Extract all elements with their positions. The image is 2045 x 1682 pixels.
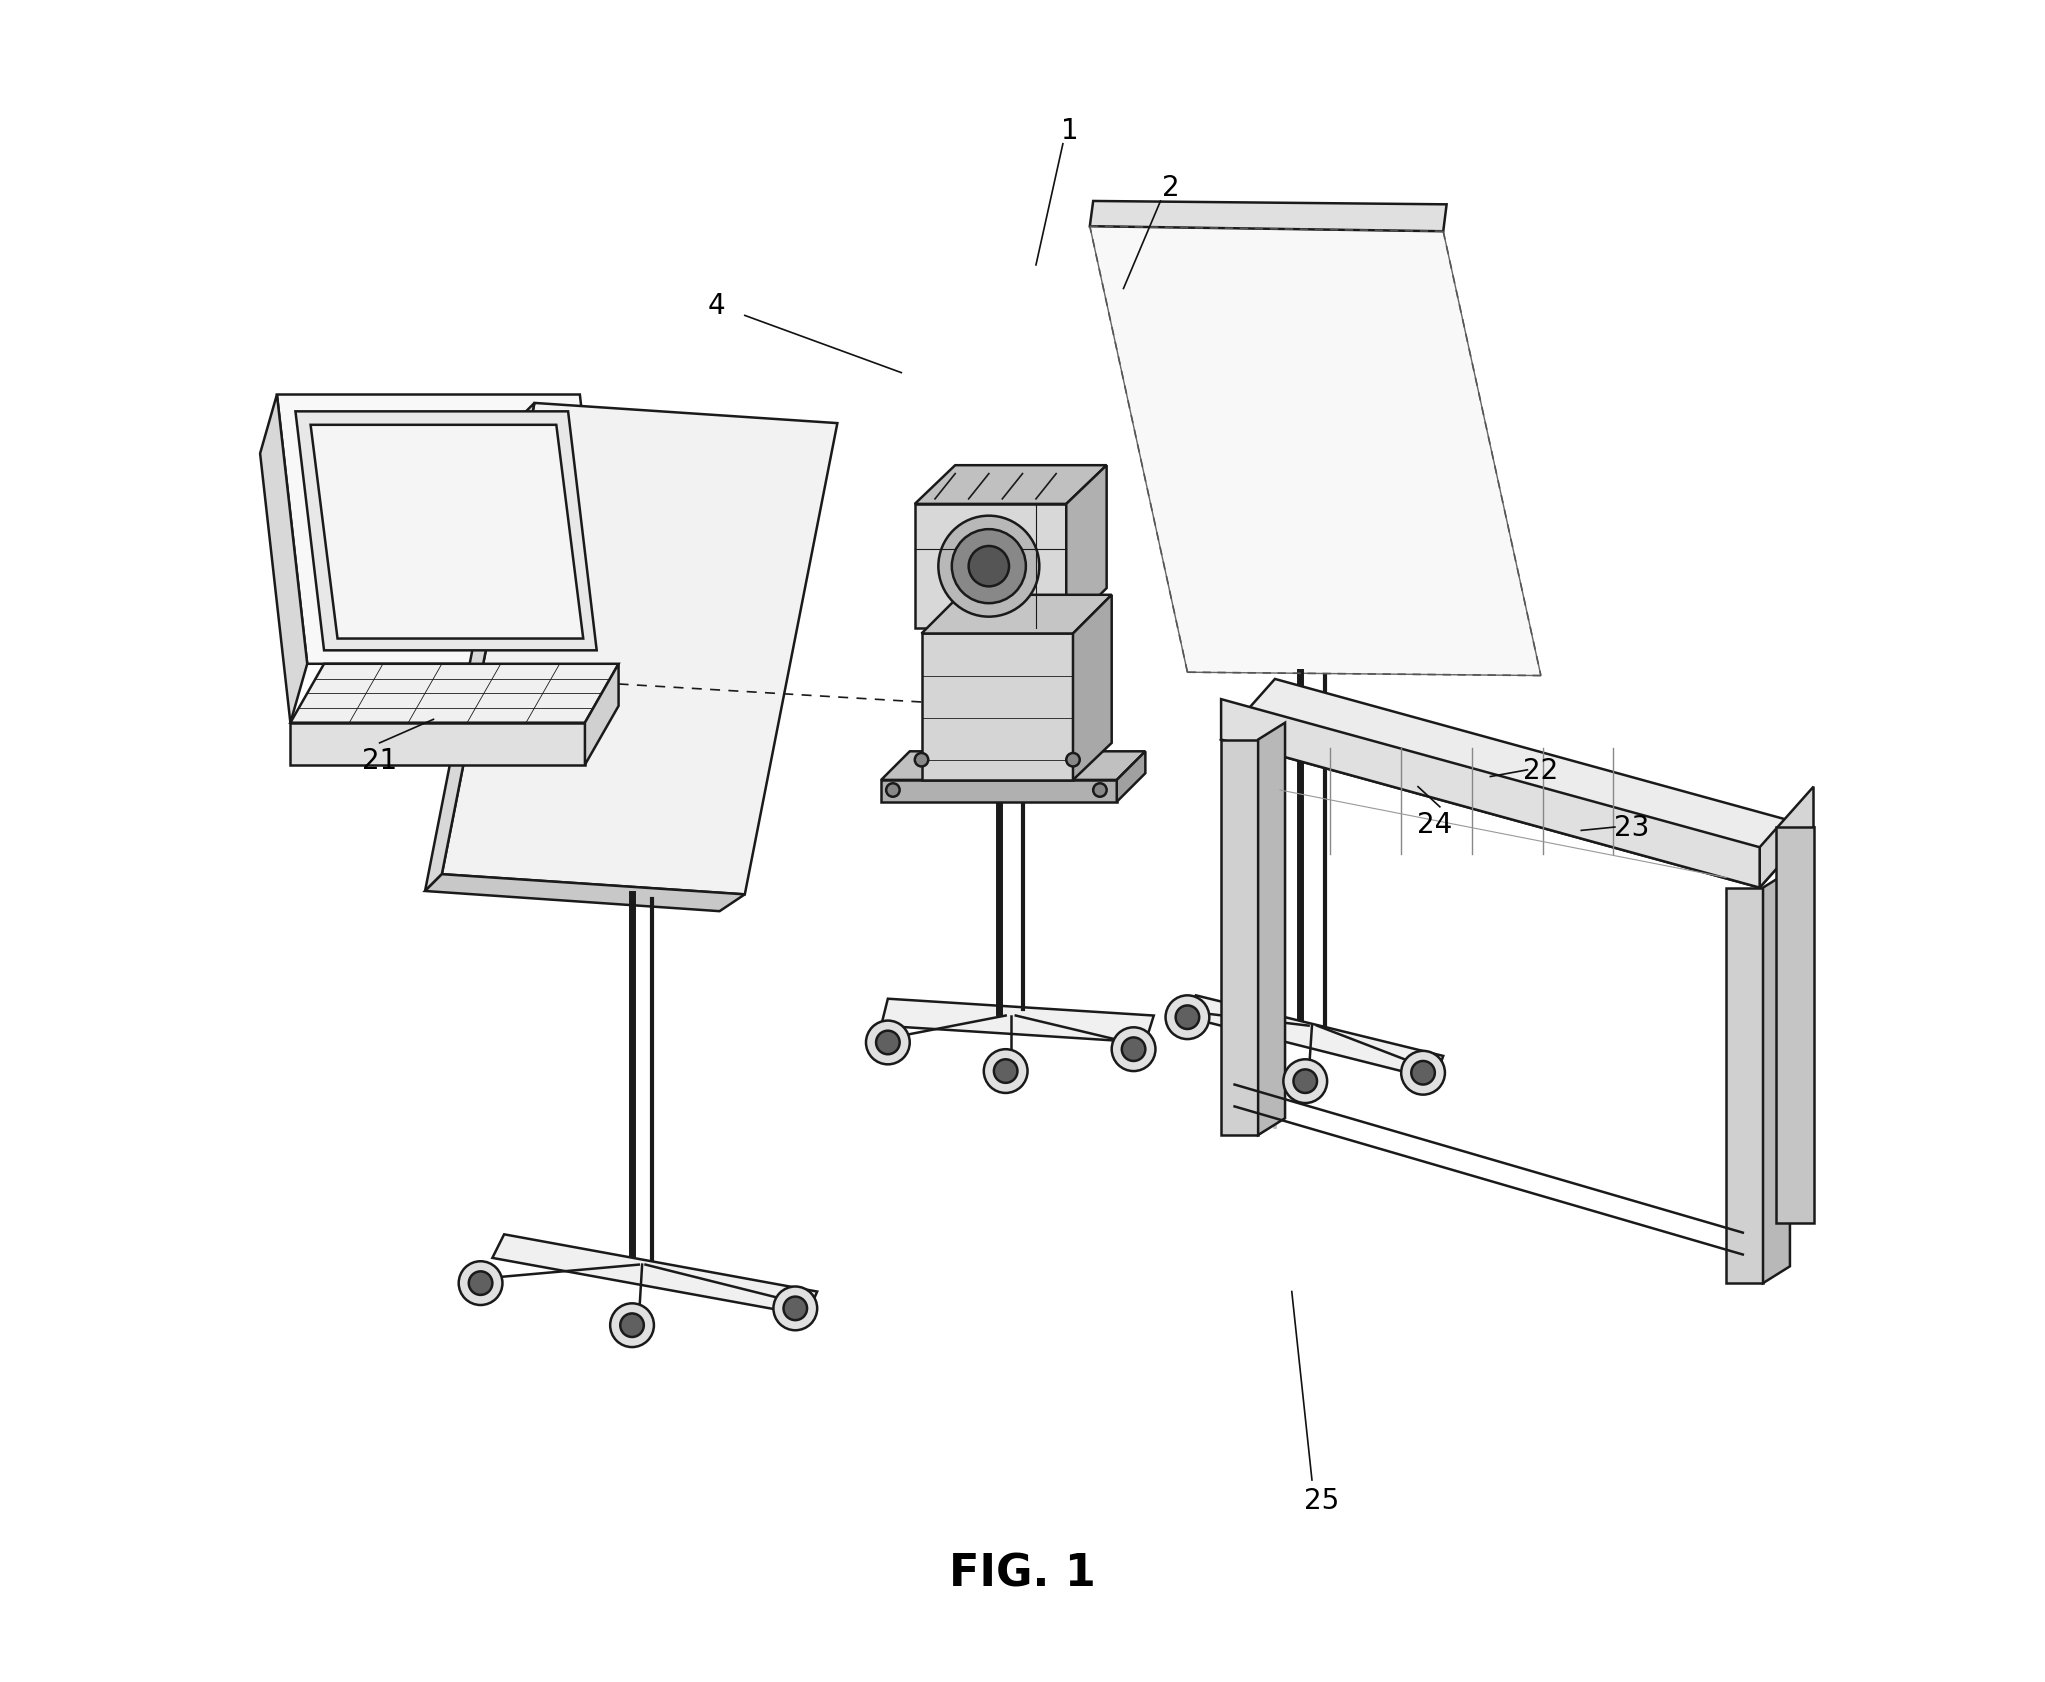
- Polygon shape: [493, 1235, 818, 1315]
- Polygon shape: [1117, 752, 1145, 802]
- Polygon shape: [1258, 723, 1284, 1135]
- Polygon shape: [881, 999, 1153, 1043]
- Polygon shape: [881, 752, 1145, 780]
- Circle shape: [885, 784, 900, 797]
- Polygon shape: [290, 664, 618, 723]
- Text: 4: 4: [708, 293, 726, 320]
- Polygon shape: [1221, 700, 1759, 888]
- Polygon shape: [1759, 787, 1814, 888]
- Text: 2: 2: [1162, 175, 1180, 202]
- Polygon shape: [290, 723, 585, 765]
- Polygon shape: [442, 404, 836, 895]
- Polygon shape: [276, 395, 609, 664]
- Circle shape: [1294, 1070, 1317, 1093]
- Polygon shape: [1763, 871, 1789, 1283]
- Circle shape: [1401, 1051, 1446, 1095]
- Polygon shape: [1074, 595, 1112, 780]
- Circle shape: [969, 547, 1008, 587]
- Circle shape: [994, 1060, 1018, 1083]
- Polygon shape: [1065, 466, 1106, 629]
- Circle shape: [914, 754, 928, 767]
- Polygon shape: [1726, 888, 1763, 1283]
- Text: 22: 22: [1524, 757, 1558, 784]
- Text: 25: 25: [1305, 1487, 1339, 1514]
- Polygon shape: [922, 634, 1074, 780]
- Circle shape: [609, 1304, 654, 1347]
- Polygon shape: [914, 466, 1106, 505]
- Text: 1: 1: [1061, 118, 1078, 145]
- Circle shape: [458, 1262, 503, 1305]
- Circle shape: [1094, 784, 1106, 797]
- Circle shape: [773, 1287, 818, 1330]
- Text: 24: 24: [1417, 811, 1452, 838]
- Circle shape: [1123, 1038, 1145, 1061]
- Circle shape: [1176, 1006, 1198, 1029]
- Text: 23: 23: [1614, 814, 1650, 841]
- Polygon shape: [1221, 680, 1814, 888]
- Polygon shape: [1221, 740, 1258, 1135]
- Circle shape: [620, 1314, 644, 1337]
- Polygon shape: [914, 505, 1065, 629]
- Circle shape: [783, 1297, 808, 1320]
- Polygon shape: [311, 426, 583, 639]
- Circle shape: [468, 1272, 493, 1295]
- Text: 21: 21: [362, 747, 397, 774]
- Circle shape: [1411, 1061, 1436, 1085]
- Circle shape: [1166, 996, 1209, 1039]
- Polygon shape: [881, 780, 1117, 802]
- Polygon shape: [425, 404, 534, 891]
- Polygon shape: [1188, 996, 1444, 1080]
- Circle shape: [865, 1021, 910, 1065]
- Polygon shape: [260, 395, 307, 723]
- Polygon shape: [1777, 828, 1814, 1223]
- Polygon shape: [1090, 202, 1446, 232]
- Polygon shape: [585, 664, 618, 765]
- Circle shape: [939, 516, 1039, 617]
- Text: FIG. 1: FIG. 1: [949, 1551, 1096, 1595]
- Circle shape: [951, 530, 1027, 604]
- Polygon shape: [294, 412, 597, 651]
- Circle shape: [1065, 754, 1080, 767]
- Circle shape: [1112, 1028, 1155, 1071]
- Polygon shape: [425, 875, 744, 912]
- Polygon shape: [922, 595, 1112, 634]
- Polygon shape: [1090, 227, 1540, 676]
- Circle shape: [1284, 1060, 1327, 1103]
- Circle shape: [984, 1050, 1027, 1093]
- Circle shape: [875, 1031, 900, 1055]
